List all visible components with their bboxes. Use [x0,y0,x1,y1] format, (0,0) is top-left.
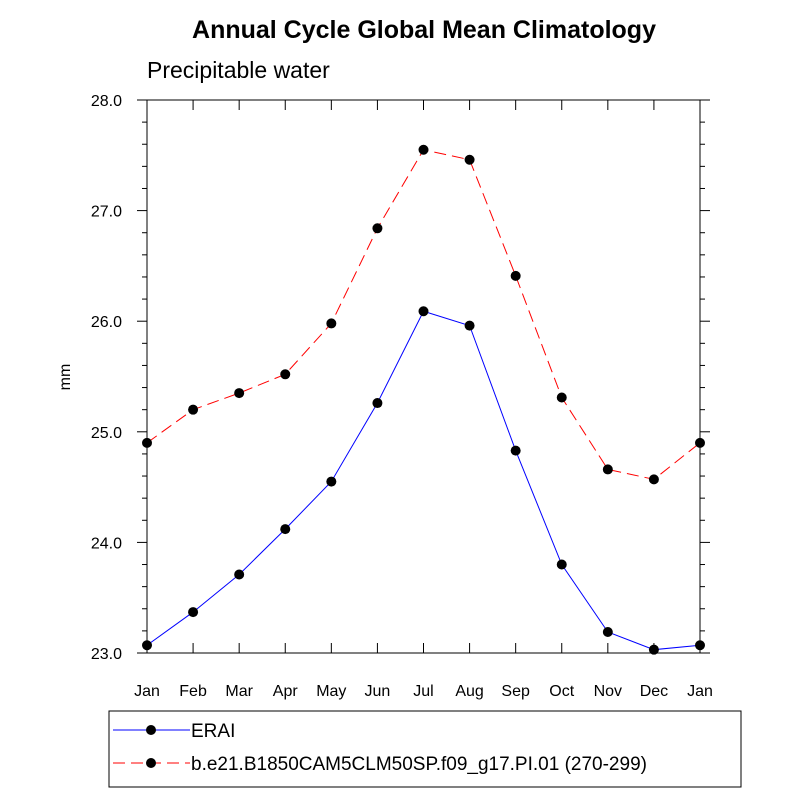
series-layer [142,144,705,655]
legend-label-1: b.e21.B1850CAM5CLM50SP.f09_g17.PI.01 (27… [191,754,647,775]
series-1-point [280,369,291,380]
series-1-point [326,318,337,329]
y-tick-label: 25.0 [91,425,122,442]
x-tick-label: Jun [365,683,391,700]
series-0-point [602,626,613,637]
y-tick-label: 27.0 [91,204,122,221]
legend-box [108,710,742,788]
legend-marker-1 [146,758,156,768]
series-0-point [556,559,567,570]
x-tick-label: Dec [640,683,668,700]
x-tick-label: Jul [413,683,433,700]
x-tick-label: May [316,683,346,700]
series-1-point [602,464,613,475]
series-0-point [142,640,152,651]
y-tick-label: 24.0 [91,535,122,552]
series-0-point [464,320,475,331]
series-1-point [695,437,705,448]
y-axis-label: mm [57,364,74,391]
series-0-point [418,306,429,317]
y-tick-label: 23.0 [91,646,122,663]
x-tick-label: Mar [225,683,253,700]
series-0-point [188,607,199,618]
y-tick-label: 28.0 [91,93,122,110]
series-1-point [234,388,245,399]
series-0-point [280,524,291,535]
x-tick-label: Feb [179,683,207,700]
chart-subtitle: Precipitable water [147,57,330,83]
series-1-point [648,474,659,485]
series-0-point [234,569,245,580]
y-tick-label: 26.0 [91,314,122,331]
series-0-point [326,476,337,487]
ticks-layer: Jan Feb Mar Apr May Jun Jul Aug Sep Oct Nov Dec Jan 2… [91,93,713,700]
series-line-0 [146,310,701,651]
x-tick-label: Jan [687,683,713,700]
x-tick-label: Nov [594,683,622,700]
series-0-point [372,398,383,409]
x-tick-label: Sep [501,683,530,700]
series-1-point [188,404,199,415]
series-1-point [372,223,383,234]
x-tick-label: Aug [455,683,483,700]
legend-marker-0 [146,725,156,735]
series-1-point [418,144,429,155]
legend-label-0: ERAI [191,721,235,742]
series-0-point [510,445,521,456]
series-1-point [510,270,521,281]
series-0-point [695,640,705,651]
plot-frame [146,99,701,654]
series-1-point [464,154,475,165]
series-0-point [648,644,659,655]
chart-title: Annual Cycle Global Mean Climatology [192,16,656,44]
x-tick-label: Oct [549,683,574,700]
series-1-point [556,392,567,403]
legend-layer: ERAI b.e21.B1850CAM5CLM50SP.f09_g17.PI.01… [113,721,647,775]
series-1-point [142,437,152,448]
x-tick-label: Apr [273,683,299,700]
x-tick-label: Jan [134,683,160,700]
